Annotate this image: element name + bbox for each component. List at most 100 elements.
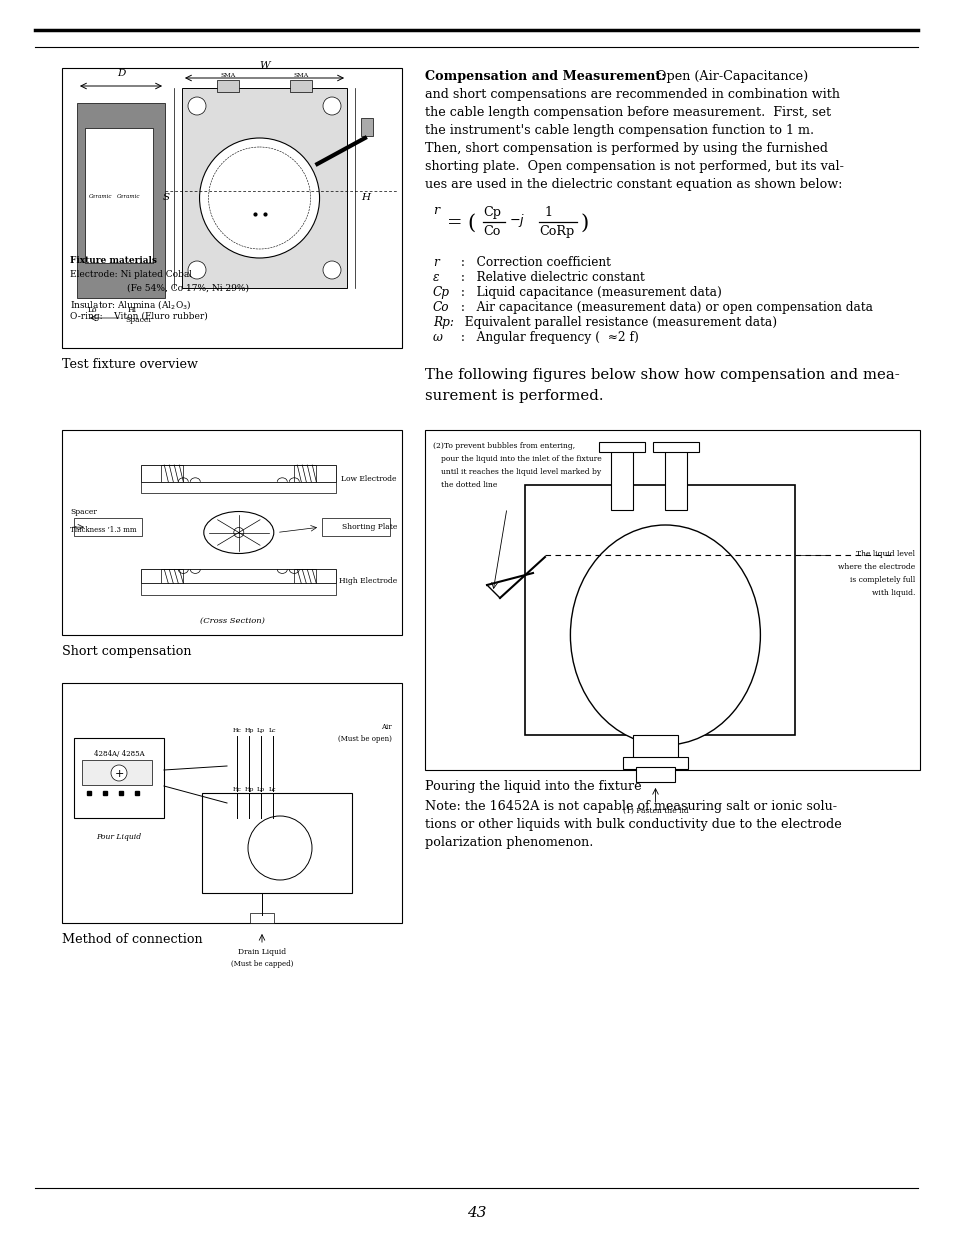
Text: :   Relative dielectric constant: : Relative dielectric constant (456, 270, 644, 284)
Bar (322, 519, 390, 536)
Text: Drain Liquid: Drain Liquid (237, 948, 286, 956)
Bar (62, 68, 401, 348)
Text: D: D (116, 69, 125, 78)
Text: Spacer: Spacer (125, 316, 152, 324)
Bar (636, 767, 675, 782)
Text: Co: Co (482, 225, 500, 238)
Bar (62, 430, 401, 635)
Text: Rp:: Rp: (433, 316, 454, 329)
Bar (82, 760, 152, 785)
Text: Lp: Lp (256, 787, 265, 792)
Text: Pouring the liquid into the fixture: Pouring the liquid into the fixture (424, 781, 641, 793)
Circle shape (188, 98, 206, 115)
Circle shape (233, 527, 244, 537)
Text: SMA: SMA (294, 73, 309, 78)
Text: Hp: Hp (244, 787, 253, 792)
Text: until it reaches the liquid level marked by: until it reaches the liquid level marked… (440, 468, 600, 475)
Bar (141, 466, 336, 482)
Text: Thickness ’1.3 mm: Thickness ’1.3 mm (70, 526, 136, 535)
Bar (633, 735, 678, 760)
Text: O-ring:    Viton (Fluro rubber): O-ring: Viton (Fluro rubber) (70, 312, 208, 321)
Text: (Cross Section): (Cross Section) (199, 618, 264, 625)
Text: is completely full: is completely full (849, 576, 914, 584)
Circle shape (323, 261, 340, 279)
Text: Equivalent parallel resistance (measurement data): Equivalent parallel resistance (measurem… (456, 316, 777, 329)
Text: Hc: Hc (233, 727, 241, 734)
Text: (1) Fasten the lid: (1) Fasten the lid (622, 806, 688, 815)
Text: Short compensation: Short compensation (62, 645, 192, 658)
Text: (Must be capped): (Must be capped) (231, 960, 293, 968)
Text: ): ) (580, 214, 589, 233)
Text: Ceramic: Ceramic (89, 194, 112, 199)
Text: Compensation and Measurement:: Compensation and Measurement: (424, 70, 665, 83)
Bar (250, 913, 274, 923)
Bar (216, 80, 239, 91)
Text: :   Liquid capacitance (measurement data): : Liquid capacitance (measurement data) (456, 287, 721, 299)
Text: 43: 43 (467, 1207, 486, 1220)
Text: Insulator: Alumina (Al$_2$O$_3$): Insulator: Alumina (Al$_2$O$_3$) (70, 298, 192, 311)
Text: $-j$: $-j$ (509, 212, 525, 228)
Text: Cp: Cp (433, 287, 450, 299)
Bar (141, 583, 336, 594)
Text: W: W (259, 61, 270, 70)
Text: with liquid.: with liquid. (871, 589, 914, 597)
Text: and short compensations are recommended in combination with: and short compensations are recommended … (424, 88, 840, 101)
Text: ues are used in the dielectric constant equation as shown below:: ues are used in the dielectric constant … (424, 178, 841, 191)
Text: S: S (163, 194, 170, 203)
Text: Method of connection: Method of connection (62, 932, 202, 946)
Bar (74, 519, 142, 536)
Text: Hc: Hc (233, 787, 241, 792)
Bar (74, 739, 164, 818)
Bar (598, 442, 645, 452)
Text: The liquid level: The liquid level (855, 550, 914, 558)
Bar (141, 482, 336, 493)
Ellipse shape (570, 525, 760, 745)
Text: (Fe 54%, Co 17%, Ni 29%): (Fe 54%, Co 17%, Ni 29%) (127, 284, 249, 293)
Bar (294, 569, 316, 583)
Text: :   Correction coefficient: : Correction coefficient (456, 256, 610, 269)
Circle shape (111, 764, 127, 781)
Text: Lo: Lo (87, 306, 96, 314)
Text: where the electrode: where the electrode (837, 563, 914, 571)
Bar (524, 485, 794, 735)
Text: +: + (114, 769, 124, 779)
Text: Open (Air-Capacitance): Open (Air-Capacitance) (651, 70, 807, 83)
Text: tions or other liquids with bulk conductivity due to the electrode: tions or other liquids with bulk conduct… (424, 818, 841, 831)
Text: (Must be open): (Must be open) (337, 735, 392, 743)
Bar (182, 88, 347, 288)
Text: Fixture materials: Fixture materials (70, 256, 156, 266)
Bar (653, 442, 699, 452)
Circle shape (323, 98, 340, 115)
Bar (424, 430, 919, 769)
Bar (622, 757, 687, 769)
Text: polarization phenomenon.: polarization phenomenon. (424, 836, 593, 848)
Text: The following figures below show how compensation and mea-: The following figures below show how com… (424, 368, 899, 382)
Bar (77, 103, 165, 298)
Text: Shorting Plate: Shorting Plate (341, 524, 396, 531)
Bar (202, 793, 352, 893)
Text: :   Air capacitance (measurement data) or open compensation data: : Air capacitance (measurement data) or … (456, 301, 872, 314)
Text: Lp: Lp (256, 727, 265, 734)
Text: SMA: SMA (220, 73, 235, 78)
Text: 1: 1 (544, 206, 553, 219)
Bar (161, 569, 183, 583)
Bar (611, 450, 633, 510)
Text: ω: ω (433, 331, 442, 345)
Text: Electrode: Ni plated Cobal: Electrode: Ni plated Cobal (70, 270, 192, 279)
Text: Co: Co (433, 301, 449, 314)
Text: Lc: Lc (269, 787, 276, 792)
Text: Cp: Cp (482, 206, 500, 219)
Bar (62, 683, 401, 923)
Text: r: r (433, 256, 438, 269)
Text: CoRp: CoRp (538, 225, 574, 238)
Text: High Electrode: High Electrode (338, 577, 396, 584)
Text: Air: Air (381, 722, 392, 731)
Text: :   Angular frequency (  ≈2 f): : Angular frequency ( ≈2 f) (456, 331, 639, 345)
Text: the cable length compensation before measurement.  First, set: the cable length compensation before mea… (424, 106, 830, 119)
Text: surement is performed.: surement is performed. (424, 389, 603, 403)
Text: (: ( (467, 214, 475, 233)
Text: Spacer: Spacer (70, 508, 97, 516)
Text: 4284A/ 4285A: 4284A/ 4285A (93, 750, 144, 758)
Text: Note: the 16452A is not capable of measuring salt or ionic solu-: Note: the 16452A is not capable of measu… (424, 800, 836, 813)
Text: Low Electrode: Low Electrode (341, 475, 396, 483)
